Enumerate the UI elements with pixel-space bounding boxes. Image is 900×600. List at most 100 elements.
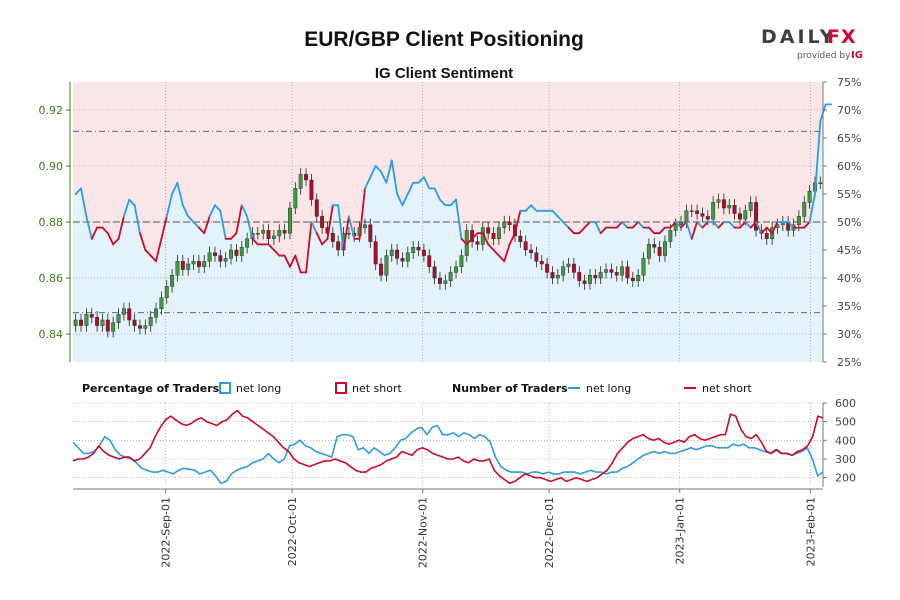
sentiment-line-segment (808, 193, 816, 223)
candle-body (807, 190, 812, 203)
sentiment-line-segment (214, 204, 222, 212)
sentiment-line-segment (492, 249, 500, 257)
sentiment-line-segment (305, 221, 313, 274)
candle-body (721, 199, 726, 209)
candle-body (395, 249, 400, 259)
candle-body (229, 249, 233, 259)
candle-body (438, 277, 442, 284)
sentiment-line-segment (315, 232, 324, 246)
candle-body (743, 210, 748, 220)
sentiment-line-segment (599, 226, 607, 235)
date-tick-label: 2022-Oct-01 (286, 497, 299, 566)
count-tick-label: 300 (835, 453, 856, 466)
candle-body (684, 210, 689, 223)
candle-body (614, 272, 619, 276)
sentiment-line-segment (814, 120, 822, 195)
sentiment-line-segment (122, 198, 131, 218)
sentiment-line-segment (374, 165, 382, 173)
candle-body (180, 261, 185, 270)
count-tick-label: 200 (835, 472, 856, 485)
candle-body (95, 317, 100, 326)
sentiment-line-segment (176, 181, 184, 207)
sentiment-line-segment (787, 221, 795, 229)
candle-body (202, 261, 207, 268)
date-tick-label: 2022-Sep-01 (160, 497, 173, 568)
candle-body (732, 204, 737, 214)
sentiment-line-segment (283, 254, 291, 268)
sentiment-line-segment (658, 226, 666, 235)
date-tick-label: 2022-Nov-01 (417, 497, 430, 568)
sentiment-line-segment (406, 181, 415, 195)
sentiment-line-segment (615, 221, 624, 229)
date-tick-label: 2023-Feb-01 (804, 497, 817, 566)
candle-body (695, 210, 700, 214)
candle-body (636, 275, 641, 282)
sentiment-line-segment (187, 215, 195, 223)
sentiment-line-segment (289, 254, 297, 268)
candle-body (421, 249, 426, 256)
candle-body (336, 241, 341, 251)
sentiment-line-segment (133, 204, 141, 235)
candle-body (748, 202, 753, 211)
percent-tick-label: 70% (837, 104, 861, 117)
sentiment-line-segment (701, 221, 709, 229)
sentiment-line-segment (647, 226, 656, 235)
sentiment-line-segment (101, 226, 109, 235)
price-tick-label: 0.84 (39, 328, 64, 341)
sentiment-line-segment (390, 159, 399, 195)
percent-tick-label: 75% (837, 76, 861, 89)
sentiment-line-segment (337, 204, 345, 251)
candle-body (143, 325, 148, 329)
candle-body (309, 179, 314, 200)
candle-body (330, 232, 335, 242)
candle-body (368, 224, 373, 242)
sentiment-line-segment (165, 193, 174, 218)
percent-tick-label: 45% (837, 244, 861, 257)
sentiment-line-segment (749, 221, 757, 229)
candle-body (432, 266, 437, 279)
legend-num-heading: Number of Traders (452, 382, 568, 395)
candle-body (400, 258, 405, 262)
percent-tick-label: 40% (837, 272, 861, 285)
sentiment-line-segment (380, 170, 388, 184)
chart-title: EUR/GBP Client Positioning (304, 28, 584, 51)
logo-tagline-brand: IG (851, 50, 863, 61)
count-tick-label: 600 (835, 397, 856, 410)
sentiment-line-segment (530, 204, 538, 212)
candle-body (593, 275, 598, 279)
candle-body (127, 308, 132, 321)
price-tick-label: 0.92 (39, 104, 64, 117)
candle-body (475, 241, 480, 245)
sentiment-line-segment (755, 221, 763, 235)
candle-body (609, 269, 614, 273)
sentiment-line-segment (455, 198, 463, 240)
candle-body (288, 207, 292, 234)
candle-body (641, 258, 646, 276)
candle-body (207, 252, 212, 262)
percent-tick-label: 60% (837, 160, 861, 173)
candle-body (620, 266, 625, 276)
price-tick-label: 0.90 (39, 160, 64, 173)
candle-body (764, 232, 769, 239)
candle-body (379, 263, 383, 276)
sentiment-line-segment (267, 243, 275, 251)
sentiment-line-segment (192, 221, 200, 229)
candle-body (545, 263, 550, 273)
candle-body (630, 277, 635, 281)
sentiment-line-segment (760, 226, 768, 235)
candle-body (411, 246, 416, 253)
sentiment-line-segment (567, 226, 575, 235)
sentiment-line-segment (240, 204, 249, 218)
candle-body (223, 258, 228, 262)
candle-body (314, 199, 319, 217)
sentiment-line-segment (219, 209, 227, 240)
percent-tick-label: 50% (837, 216, 861, 229)
price-tick-label: 0.88 (39, 216, 64, 229)
candle-body (550, 272, 555, 279)
candle-body (454, 266, 458, 273)
sentiment-line-segment (562, 221, 570, 229)
sentiment-line-segment (422, 176, 431, 190)
sentiment-line-segment (326, 204, 334, 240)
sentiment-line-segment (230, 232, 238, 240)
candle-body (298, 174, 303, 189)
